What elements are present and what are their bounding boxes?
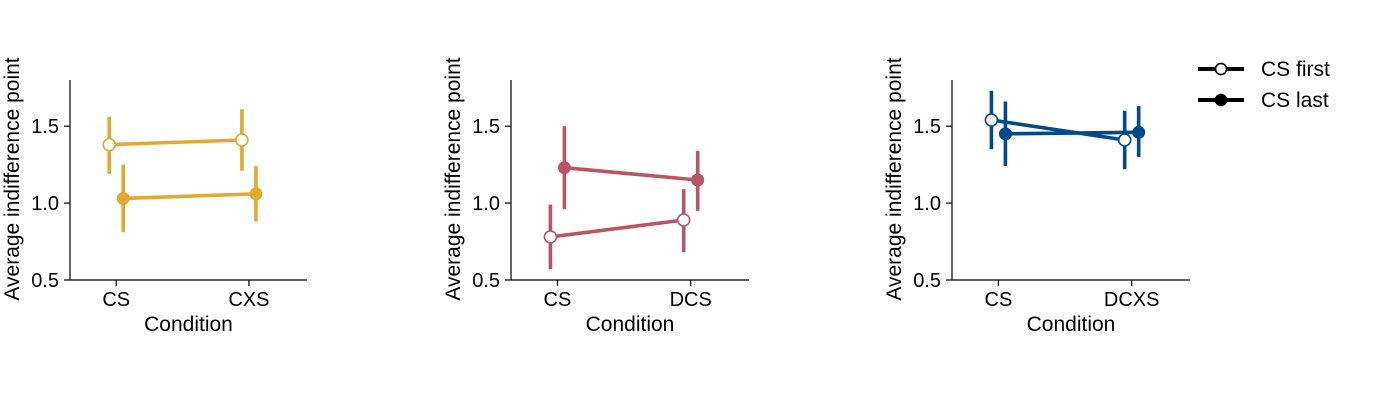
y-tick-label: 0.5 bbox=[913, 270, 941, 292]
series-cs-first bbox=[984, 90, 1132, 170]
data-point bbox=[1117, 133, 1132, 147]
series-line bbox=[123, 192, 256, 201]
y-tick-label: 0.5 bbox=[472, 270, 500, 292]
x-tick-label: CXS bbox=[228, 289, 269, 311]
x-tick-label: CS bbox=[102, 289, 130, 311]
y-tick-label: 1.5 bbox=[31, 116, 59, 138]
y-tick-label: 1.0 bbox=[913, 193, 941, 215]
series-cs-last bbox=[116, 164, 263, 233]
x-tick-label: DCS bbox=[670, 289, 712, 311]
data-point bbox=[676, 213, 691, 227]
x-tick-label: CS bbox=[544, 289, 572, 311]
series-cs-first bbox=[102, 109, 249, 174]
data-point bbox=[998, 127, 1012, 141]
series-line bbox=[991, 118, 1125, 142]
x-axis-label: Condition bbox=[1027, 313, 1116, 336]
series-cs-last bbox=[998, 101, 1146, 167]
legend-entry: CS first bbox=[1198, 58, 1330, 81]
data-point bbox=[249, 187, 263, 201]
legend-marker bbox=[1214, 93, 1228, 107]
data-point bbox=[235, 133, 249, 147]
y-tick-label: 1.5 bbox=[913, 116, 941, 138]
series-cs-last bbox=[557, 126, 705, 211]
x-tick-label: DCXS bbox=[1104, 289, 1160, 311]
y-tick-label: 1.5 bbox=[472, 116, 500, 138]
data-point bbox=[984, 113, 999, 127]
data-point bbox=[557, 161, 571, 175]
data-point bbox=[691, 173, 705, 187]
y-tick-label: 1.0 bbox=[472, 193, 500, 215]
x-tick-label: CS bbox=[985, 289, 1013, 311]
legend-entry: CS last bbox=[1198, 89, 1329, 112]
data-point bbox=[102, 137, 117, 152]
series-line bbox=[1005, 130, 1139, 136]
y-tick-label: 1.0 bbox=[31, 193, 59, 215]
legend-marker bbox=[1214, 62, 1228, 76]
x-axis-label: Condition bbox=[586, 313, 675, 336]
legend-label: CS last bbox=[1261, 89, 1329, 112]
data-point bbox=[116, 191, 130, 205]
series-cs-first bbox=[543, 189, 691, 270]
y-tick-label: 0.5 bbox=[31, 270, 59, 292]
legend: CS first CS last bbox=[1198, 58, 1330, 112]
data-point bbox=[543, 230, 558, 244]
x-axis-label: Condition bbox=[144, 313, 233, 336]
y-axis-label: Average indifference point bbox=[442, 57, 465, 300]
y-axis-label: Average indifference point bbox=[1, 57, 24, 300]
series-line bbox=[550, 218, 684, 239]
legend-label: CS first bbox=[1261, 58, 1330, 81]
data-point bbox=[1132, 125, 1146, 139]
series-line bbox=[564, 165, 698, 182]
y-axis-label: Average indifference point bbox=[883, 57, 906, 300]
series-line bbox=[109, 138, 242, 147]
